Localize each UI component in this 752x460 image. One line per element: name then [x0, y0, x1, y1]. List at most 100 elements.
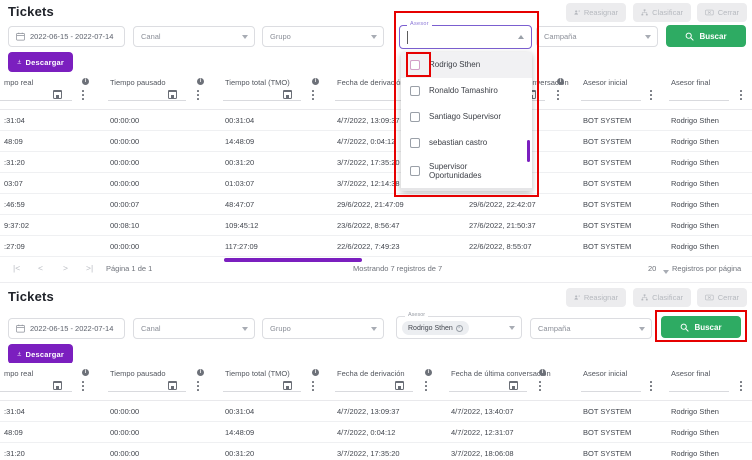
table-row[interactable]: :46:59 00:00:07 48:47:07 29/6/2022, 21:47:0… — [0, 194, 752, 215]
grupo-filter[interactable]: Grupo — [262, 26, 384, 47]
info-icon[interactable]: i — [312, 78, 319, 85]
calendar-icon[interactable] — [508, 380, 519, 390]
asesor-selected-chip[interactable]: Rodrigo Sthen × — [402, 321, 469, 335]
calendar-icon[interactable] — [167, 89, 178, 99]
column-menu-icon[interactable] — [650, 381, 652, 391]
canal-filter[interactable]: Canal — [133, 318, 255, 339]
header-filter-underline[interactable] — [335, 391, 413, 392]
header-filter-underline[interactable] — [669, 391, 729, 392]
column-menu-icon[interactable] — [650, 90, 652, 100]
dropdown-option[interactable]: Santiago Supervisor — [401, 104, 532, 130]
header-filter-underline[interactable] — [223, 391, 301, 392]
column-menu-icon[interactable] — [197, 90, 199, 100]
table-row[interactable]: :27:09 00:00:00 117:27:09 22/6/2022, 7:49:2… — [0, 236, 752, 257]
column-menu-icon[interactable] — [740, 90, 742, 100]
th-fecha-ultima: Fecha de última conversación — [451, 369, 551, 378]
table-row[interactable]: 03:07 00:00:00 01:03:07 3/7/2022, 12:14:38 B… — [0, 173, 752, 194]
horizontal-scrollbar-thumb[interactable] — [224, 258, 362, 262]
dropdown-option[interactable]: sebastian castro — [401, 130, 532, 156]
info-icon[interactable]: i — [312, 369, 319, 376]
reassign-label: Reasignar — [583, 293, 618, 302]
asesor-dropdown-panel[interactable]: Rodrigo Sthen Ronaldo Tamashiro Santiago S… — [401, 52, 532, 191]
reassign-button[interactable]: Reasignar — [566, 3, 626, 22]
download-button[interactable]: Descargar — [8, 344, 73, 364]
header-filter-underline[interactable] — [0, 100, 72, 101]
column-menu-icon[interactable] — [425, 381, 427, 391]
table-row[interactable]: :31:20 00:00:00 00:31:20 3/7/2022, 17:35:20… — [0, 152, 752, 173]
calendar-icon[interactable] — [167, 380, 178, 390]
campana-filter[interactable]: Campaña — [536, 26, 658, 47]
dropdown-option[interactable]: Supervisor Oportunidades — [401, 156, 532, 186]
info-icon[interactable]: i — [82, 78, 89, 85]
last-page-button[interactable]: >| — [86, 263, 94, 273]
column-menu-icon[interactable] — [557, 90, 559, 100]
canal-filter[interactable]: Canal — [133, 26, 255, 47]
table-row[interactable]: :31:20 00:00:00 00:31:20 3/7/2022, 17:35:20… — [0, 443, 752, 460]
table-row[interactable]: :31:04 00:00:00 00:31:04 4/7/2022, 13:09:37… — [0, 110, 752, 131]
column-menu-icon[interactable] — [312, 381, 314, 391]
info-icon[interactable]: i — [557, 78, 564, 85]
chevron-down-icon[interactable] — [509, 325, 515, 330]
info-icon[interactable]: i — [82, 369, 89, 376]
header-filter-underline[interactable] — [581, 391, 641, 392]
date-range-filter[interactable]: 2022-06-15 - 2022-07-14 — [8, 26, 125, 47]
checkbox-icon[interactable] — [410, 112, 420, 122]
table-row[interactable]: :31:04 00:00:00 00:31:04 4/7/2022, 13:09:37… — [0, 401, 752, 422]
info-icon[interactable]: i — [197, 78, 204, 85]
column-menu-icon[interactable] — [539, 381, 541, 391]
header-filter-underline[interactable] — [669, 100, 729, 101]
calendar-icon[interactable] — [282, 89, 293, 99]
table-row[interactable]: 9:37:02 00:08:10 109:45:12 23/6/2022, 8:56:… — [0, 215, 752, 236]
info-icon[interactable]: i — [197, 369, 204, 376]
calendar-icon[interactable] — [394, 380, 405, 390]
header-filter-underline[interactable] — [223, 100, 301, 101]
column-menu-icon[interactable] — [312, 90, 314, 100]
download-icon — [17, 351, 22, 356]
chevron-down-icon[interactable] — [663, 270, 669, 274]
header-filter-underline[interactable] — [0, 391, 72, 392]
header-filter-underline[interactable] — [581, 100, 641, 101]
checkbox-icon[interactable] — [410, 60, 420, 70]
search-button[interactable]: Buscar — [666, 25, 746, 47]
column-menu-icon[interactable] — [82, 381, 84, 391]
campana-filter[interactable]: Campaña — [530, 318, 652, 339]
search-button[interactable]: Buscar — [661, 316, 741, 338]
page-size-value[interactable]: 20 — [648, 264, 657, 273]
close-ticket-button[interactable]: Cerrar — [697, 288, 747, 307]
info-icon[interactable]: i — [425, 369, 432, 376]
prev-page-button[interactable]: < — [38, 263, 43, 273]
asesor-filter-field[interactable]: Asesor — [399, 21, 532, 49]
reassign-button[interactable]: Reasignar — [566, 288, 626, 307]
checkbox-icon[interactable] — [410, 166, 420, 176]
grupo-filter[interactable]: Grupo — [262, 318, 384, 339]
checkbox-icon[interactable] — [410, 138, 420, 148]
header-filter-underline[interactable] — [108, 391, 186, 392]
first-page-button[interactable]: |< — [13, 263, 21, 273]
column-menu-icon[interactable] — [197, 381, 199, 391]
checkbox-icon[interactable] — [410, 86, 420, 96]
remove-chip-icon[interactable]: × — [455, 324, 463, 332]
header-filter-underline[interactable] — [449, 391, 527, 392]
close-ticket-button[interactable]: Cerrar — [697, 3, 747, 22]
date-range-filter[interactable]: 2022-06-15 - 2022-07-14 — [8, 318, 125, 339]
calendar-icon[interactable] — [52, 380, 63, 390]
classify-button[interactable]: Clasificar — [633, 288, 691, 307]
classify-button[interactable]: Clasificar — [633, 3, 691, 22]
asesor-filter-field[interactable]: Asesor Rodrigo Sthen × — [396, 312, 522, 339]
info-icon[interactable]: i — [539, 369, 546, 376]
dropdown-option[interactable]: Ronaldo Tamashiro — [401, 78, 532, 104]
column-menu-icon[interactable] — [740, 381, 742, 391]
header-filter-underline[interactable] — [335, 100, 413, 101]
next-page-button[interactable]: > — [63, 263, 68, 273]
calendar-icon[interactable] — [52, 89, 63, 99]
calendar-icon[interactable] — [282, 380, 293, 390]
asesor-option-list[interactable]: Rodrigo Sthen Ronaldo Tamashiro Santiago S… — [401, 52, 532, 186]
download-button[interactable]: Descargar — [8, 52, 73, 72]
dropdown-option[interactable]: Rodrigo Sthen — [401, 52, 532, 78]
cell-tiempo-real: 9:37:02 — [4, 221, 30, 230]
dropdown-scrollbar-thumb[interactable] — [527, 140, 530, 162]
column-menu-icon[interactable] — [82, 90, 84, 100]
header-filter-underline[interactable] — [108, 100, 186, 101]
